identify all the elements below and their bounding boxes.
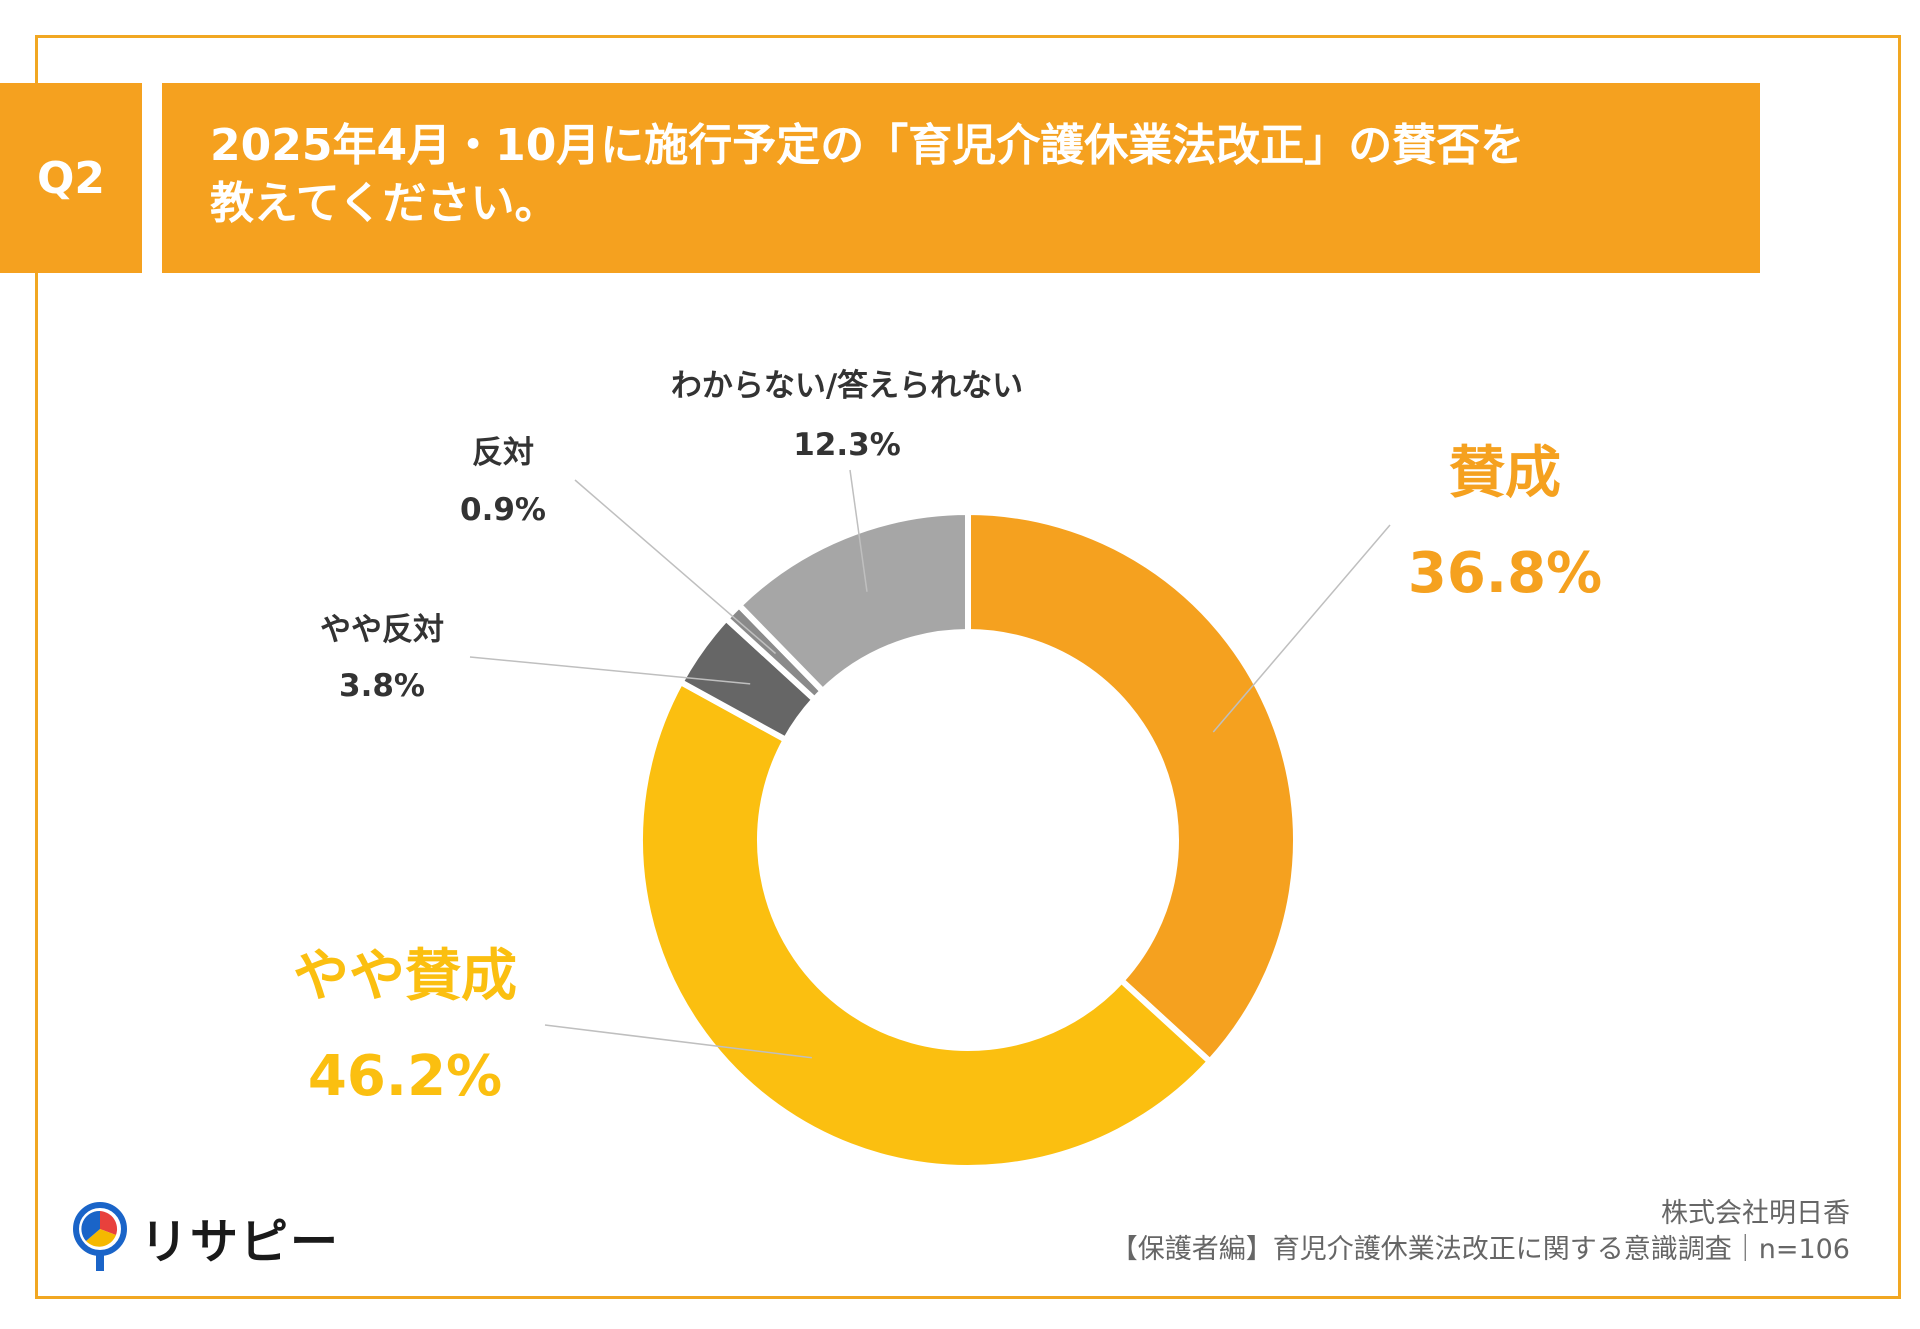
brand-pin-icon bbox=[73, 1202, 127, 1271]
label-somewhat-approve: やや賛成 bbox=[293, 944, 517, 1009]
value-approve: 36.8% bbox=[1408, 541, 1602, 606]
question-title-line2: 教えてください。 bbox=[210, 178, 559, 229]
question-title-band: 2025年4月・10月に施行予定の「育児介護休業法改正」の賛否を 教えてください… bbox=[162, 83, 1760, 273]
slice-approve-leader-line bbox=[1212, 524, 1391, 733]
slice-somewhat-approve-leader-line bbox=[544, 1024, 812, 1059]
value-oppose: 0.9% bbox=[460, 492, 546, 528]
slice-somewhat-approve bbox=[637, 677, 1215, 1171]
label-somewhat-oppose: やや反対 bbox=[320, 612, 444, 648]
value-somewhat-oppose: 3.8% bbox=[339, 668, 425, 704]
value-dont-know: 12.3% bbox=[793, 427, 901, 463]
brand-name: リサピー bbox=[140, 1214, 341, 1270]
footer-survey: 【保護者編】育児介護休業法改正に関する意識調査｜n=106 bbox=[1110, 1234, 1850, 1265]
question-title-line1: 2025年4月・10月に施行予定の「育児介護休業法改正」の賛否を bbox=[210, 120, 1525, 171]
brand-logo: リサピー bbox=[70, 1202, 340, 1272]
slice-labels: 賛成 36.8% やや賛成 46.2% やや反対 3.8% 反対 0.9% わか… bbox=[293, 368, 1602, 1109]
label-dont-know: わからない/答えられない bbox=[671, 368, 1023, 404]
footer-source: 株式会社明日香 【保護者編】育児介護休業法改正に関する意識調査｜n=106 bbox=[1111, 1196, 1850, 1268]
donut-slices bbox=[637, 508, 1299, 1171]
value-somewhat-approve: 46.2% bbox=[308, 1044, 502, 1109]
label-approve: 賛成 bbox=[1449, 441, 1561, 506]
slice-oppose-leader-line bbox=[574, 479, 777, 655]
slice-approve bbox=[965, 508, 1299, 1066]
slice-somewhat-oppose-leader-line bbox=[469, 656, 751, 685]
leader-lines bbox=[469, 469, 1391, 1059]
footer-company: 株式会社明日香 bbox=[1661, 1198, 1850, 1229]
label-oppose: 反対 bbox=[472, 435, 534, 471]
slice-dont-know bbox=[734, 508, 971, 696]
page-frame bbox=[35, 35, 1901, 1299]
question-number-badge: Q2 bbox=[0, 83, 142, 273]
slice-dont-know-leader-line bbox=[849, 469, 868, 592]
